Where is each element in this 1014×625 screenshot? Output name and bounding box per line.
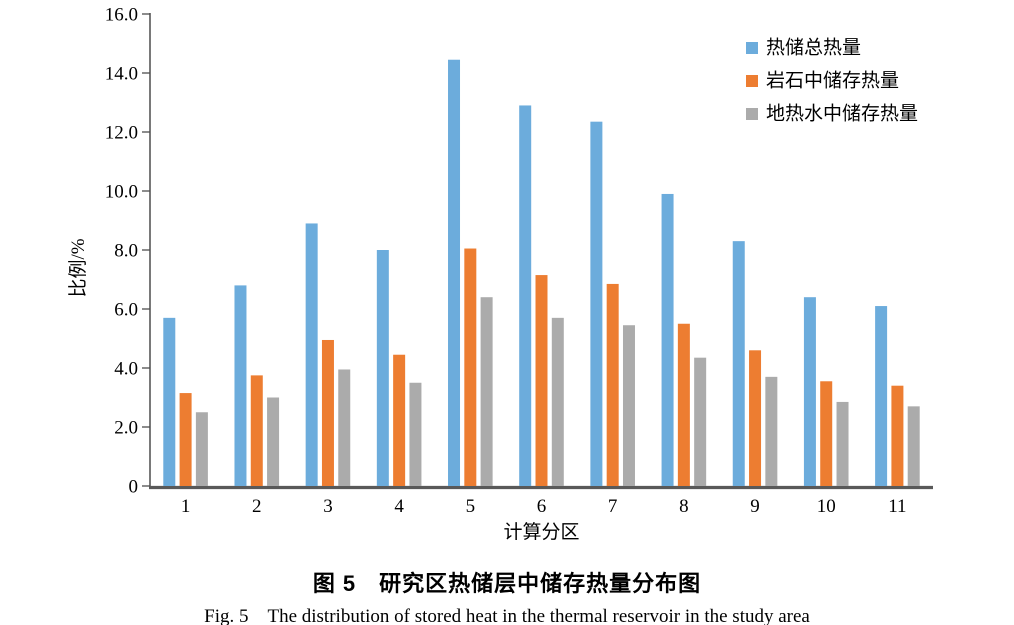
bar-series3-cat8 <box>694 357 707 486</box>
x-tick-label: 2 <box>252 496 262 517</box>
bar-series2-cat4 <box>393 354 406 486</box>
bar-series3-cat5 <box>480 297 493 486</box>
y-tick-label: 14.0 <box>105 64 138 85</box>
x-tick-label: 11 <box>888 496 906 517</box>
x-axis-title: 计算分区 <box>503 521 579 543</box>
x-tick-label: 8 <box>679 496 689 517</box>
legend-marker-series1 <box>746 42 758 54</box>
bar-series2-cat2 <box>250 375 263 486</box>
bar-series1-cat11 <box>875 306 888 486</box>
x-tick-label: 4 <box>394 496 404 517</box>
bar-series2-cat3 <box>321 339 334 486</box>
bar-series1-cat7 <box>590 121 603 487</box>
legend-marker-series3 <box>746 108 758 120</box>
x-tick-label: 6 <box>537 496 547 517</box>
bar-series2-cat1 <box>179 393 192 486</box>
bar-series2-cat8 <box>677 323 690 486</box>
legend-marker-series2 <box>746 75 758 87</box>
bar-series2-cat10 <box>820 381 833 486</box>
y-tick-label: 16.0 <box>105 5 138 26</box>
y-axis-title: 比例/% <box>67 238 89 297</box>
legend-label-series3: 地热水中储存热量 <box>766 103 918 125</box>
legend-label-series2: 岩石中储存热量 <box>766 70 899 92</box>
y-tick-label: 12.0 <box>105 123 138 144</box>
x-tick-label: 5 <box>466 496 476 517</box>
y-tick-label: 2.0 <box>114 418 138 439</box>
x-tick-label: 3 <box>323 496 333 517</box>
bar-series3-cat6 <box>551 317 564 486</box>
bar-series3-cat4 <box>409 382 422 486</box>
x-tick-label: 10 <box>817 496 836 517</box>
y-tick-label: 4.0 <box>114 359 138 380</box>
y-tick-label: 8.0 <box>114 241 138 262</box>
bar-series3-cat1 <box>195 412 208 486</box>
bar-series2-cat5 <box>464 248 477 486</box>
x-tick-label: 7 <box>608 496 618 517</box>
legend-label-series1: 热储总热量 <box>766 37 861 59</box>
bar-series1-cat4 <box>376 250 389 486</box>
bar-series1-cat6 <box>519 105 532 486</box>
y-tick-label: 0 <box>129 477 139 498</box>
y-tick-label: 6.0 <box>114 300 138 321</box>
bar-chart: 0 2.0 4.0 6.0 8.0 10.0 12.0 14.0 16.0 1 2 3 4 5 6 7 8 9 10… <box>67 5 933 543</box>
bar-series2-cat11 <box>891 385 904 486</box>
bar-series2-cat6 <box>535 275 548 486</box>
bar-series3-cat10 <box>836 401 849 486</box>
figure-caption-zh: 图 5 研究区热储层中储存热量分布图 <box>312 571 702 596</box>
x-tick-label: 1 <box>181 496 191 517</box>
bar-series3-cat9 <box>765 376 778 486</box>
bar-series2-cat7 <box>606 283 619 486</box>
bar-series3-cat2 <box>267 397 280 486</box>
bar-series1-cat5 <box>448 59 461 486</box>
x-tick-label: 9 <box>750 496 760 517</box>
bar-series3-cat7 <box>622 325 635 486</box>
bar-series3-cat11 <box>907 406 920 486</box>
bar-series1-cat9 <box>732 241 745 486</box>
bar-series1-cat1 <box>163 317 176 486</box>
y-tick-label: 10.0 <box>105 182 138 203</box>
bar-series1-cat8 <box>661 193 674 486</box>
bar-series1-cat3 <box>305 223 318 486</box>
bar-series2-cat9 <box>749 350 762 486</box>
bar-series1-cat10 <box>803 297 816 486</box>
bar-series3-cat3 <box>338 369 351 486</box>
bar-series1-cat2 <box>234 285 247 486</box>
figure-caption-en: Fig. 5 The distribution of stored heat i… <box>204 606 810 625</box>
